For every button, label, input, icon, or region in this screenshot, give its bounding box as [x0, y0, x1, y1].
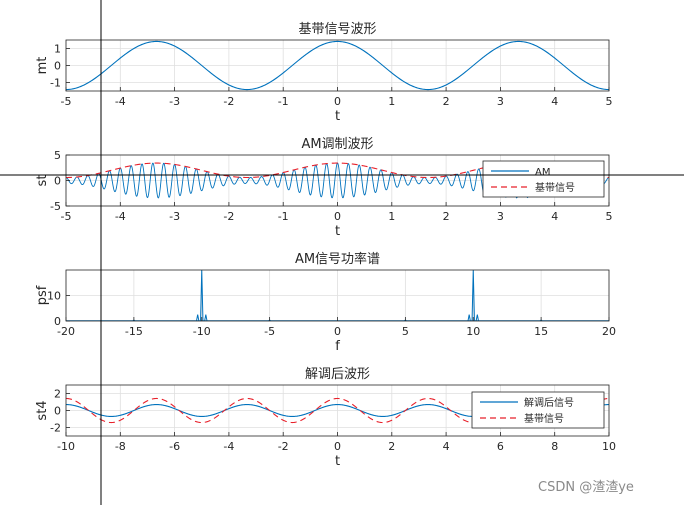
y-tick-label: 10: [47, 290, 61, 303]
subplot-title: 基带信号波形: [298, 22, 376, 37]
x-tick-label: -2: [223, 95, 234, 108]
x-tick-label: 0: [334, 440, 341, 453]
legend: AM 基带信号: [482, 160, 605, 198]
x-tick-label: 3: [497, 210, 504, 223]
y-tick-label: -1: [50, 77, 61, 90]
y-axis-label: st4: [35, 400, 50, 420]
x-tick-label: -1: [278, 210, 289, 223]
x-tick-label: 5: [402, 325, 409, 338]
x-tick-label: 2: [388, 440, 395, 453]
x-tick-label: -2: [223, 210, 234, 223]
x-tick-label: 4: [551, 210, 558, 223]
x-tick-label: 20: [602, 325, 616, 338]
legend-box: [482, 160, 605, 198]
x-axis-label: t: [335, 454, 340, 469]
y-tick-label: -5: [50, 200, 61, 213]
y-tick-label: 0: [54, 175, 61, 188]
x-tick-label: 0: [334, 95, 341, 108]
spectrum-peak: [475, 314, 480, 321]
legend-label: AM: [535, 167, 550, 178]
y-axis-label: psf: [35, 285, 50, 305]
x-axis-label: t: [335, 109, 340, 124]
x-tick-label: -1: [278, 95, 289, 108]
spectrum-peak: [467, 314, 471, 321]
x-tick-label: 1: [388, 210, 395, 223]
series-line-2: [66, 162, 609, 179]
x-tick-label: 8: [551, 440, 558, 453]
y-tick-label: 1: [54, 43, 61, 56]
subplot-1: -5 -4 -3 -2 -1 0 1 2 3 4 5 -1 0 1 基带信号波形 t mt: [35, 22, 613, 124]
x-tick-label: 2: [443, 95, 450, 108]
subplot-2: -5 -4 -3 -2 -1 0 1 2 3 4 5 -5 0 5 AM调制波形 t st AM 基带信号: [35, 137, 613, 239]
x-tick-label: -4: [115, 210, 126, 223]
legend-label: 基带信号: [524, 412, 564, 425]
x-tick-label: -3: [169, 95, 180, 108]
x-tick-label: -20: [57, 325, 75, 338]
x-tick-label: 15: [534, 325, 548, 338]
x-axis-label: t: [335, 224, 340, 239]
x-tick-label: 3: [497, 95, 504, 108]
spectrum-peak: [200, 270, 204, 321]
x-tick-label: 0: [334, 325, 341, 338]
spectrum-peak: [204, 314, 208, 321]
x-tick-label: -10: [57, 440, 75, 453]
x-tick-label: -15: [125, 325, 143, 338]
x-tick-label: -3: [169, 210, 180, 223]
y-axis-label: mt: [35, 57, 50, 75]
subplot-title: AM信号功率谱: [295, 251, 380, 267]
x-tick-label: -6: [169, 440, 180, 453]
y-tick-label: 2: [54, 388, 61, 401]
y-axis-label: st: [35, 175, 50, 187]
subplot-title: 解调后波形: [305, 367, 370, 382]
x-tick-label: 6: [497, 440, 504, 453]
y-tick-label: -2: [50, 422, 61, 435]
series-line-1: [66, 40, 609, 91]
x-tick-label: -10: [193, 325, 211, 338]
y-tick-label: 0: [54, 60, 61, 73]
x-tick-label: -8: [115, 440, 126, 453]
y-tick-label: 0: [54, 405, 61, 418]
x-tick-label: -4: [223, 440, 234, 453]
x-tick-label: 10: [466, 325, 480, 338]
x-tick-label: 2: [443, 210, 450, 223]
subplot-title: AM调制波形: [301, 137, 373, 152]
y-tick-label: 5: [54, 149, 61, 162]
subplot-3: -20 -15 -10 -5 0 5 10 15 20 0 10 AM信号功率谱 f psf: [35, 251, 616, 354]
x-tick-label: -4: [115, 95, 126, 108]
legend-label: 解调后信号: [524, 396, 574, 409]
x-tick-label: -5: [61, 95, 72, 108]
x-tick-label: 4: [551, 95, 558, 108]
watermark-text: CSDN @渣渣ye: [538, 480, 634, 495]
x-tick-label: 5: [606, 95, 613, 108]
x-tick-label: -5: [61, 210, 72, 223]
x-axis-label: f: [335, 339, 340, 354]
plot-area: [66, 40, 609, 91]
x-tick-label: 5: [606, 210, 613, 223]
x-tick-label: 10: [602, 440, 616, 453]
x-tick-label: -5: [264, 325, 275, 338]
legend-label: 基带信号: [535, 181, 575, 194]
spectrum-peak: [471, 270, 475, 321]
legend-box: [471, 391, 605, 429]
y-tick-label: 0: [54, 315, 61, 328]
x-tick-label: -2: [278, 440, 289, 453]
x-tick-label: 4: [443, 440, 450, 453]
x-tick-label: 0: [334, 210, 341, 223]
x-tick-label: 1: [388, 95, 395, 108]
spectrum-peak: [195, 314, 200, 321]
